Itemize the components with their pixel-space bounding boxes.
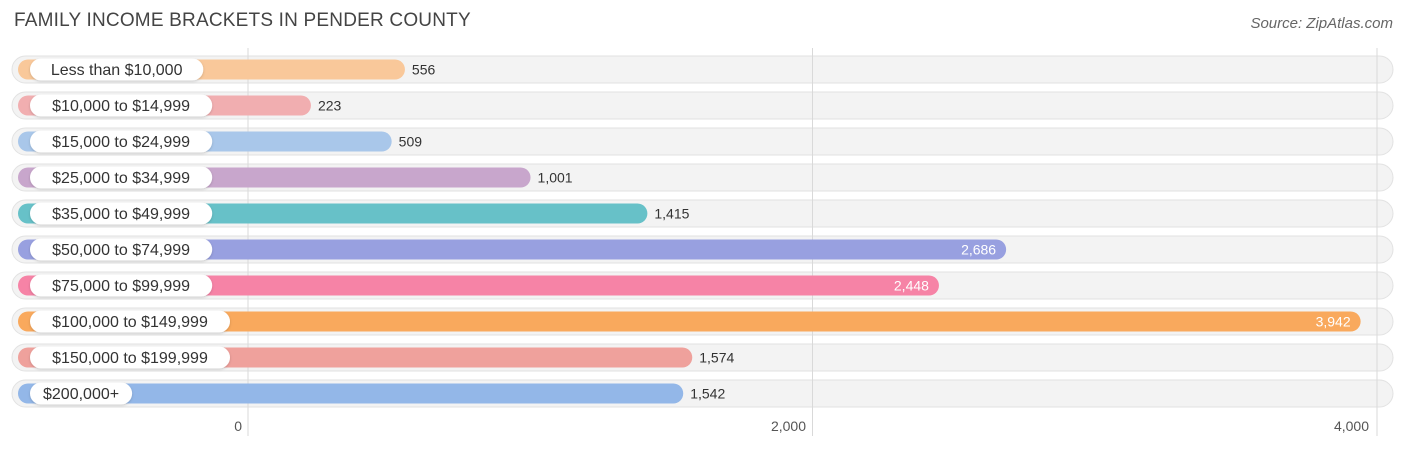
category-label: $15,000 to $24,999 — [52, 134, 190, 151]
category-label: $35,000 to $49,999 — [52, 206, 190, 223]
value-label: 223 — [318, 98, 342, 114]
x-tick-label: 4,000 — [1334, 418, 1369, 434]
category-label: $10,000 to $14,999 — [52, 98, 190, 115]
row-background — [11, 91, 1394, 120]
category-pill — [30, 166, 213, 189]
value-label: 556 — [412, 62, 436, 78]
bar — [18, 239, 1007, 260]
value-label: 2,686 — [961, 242, 996, 258]
bar — [18, 311, 1361, 332]
category-pill — [30, 238, 213, 261]
bar — [18, 383, 684, 404]
category-label: $50,000 to $74,999 — [52, 242, 190, 259]
value-label: 509 — [399, 134, 423, 150]
value-label: 1,001 — [538, 170, 573, 186]
category-label: $75,000 to $99,999 — [52, 278, 190, 295]
category-pill — [30, 202, 213, 225]
category-pill — [30, 130, 213, 153]
category-label: $150,000 to $199,999 — [52, 350, 208, 367]
x-tick-label: 0 — [234, 418, 242, 434]
category-pill — [30, 382, 133, 405]
category-pill — [30, 94, 213, 117]
category-pill — [30, 346, 230, 369]
value-label: 2,448 — [894, 278, 929, 294]
x-tick-label: 2,000 — [771, 418, 806, 434]
value-label: 1,574 — [699, 350, 734, 366]
category-label: $25,000 to $34,999 — [52, 170, 190, 187]
category-pill — [30, 58, 204, 81]
category-pill — [30, 310, 230, 333]
category-pill — [30, 274, 213, 297]
chart-title: FAMILY INCOME BRACKETS IN PENDER COUNTY — [14, 10, 471, 31]
category-label: $100,000 to $149,999 — [52, 314, 208, 331]
value-label: 3,942 — [1316, 314, 1351, 330]
value-label: 1,415 — [654, 206, 689, 222]
category-label: $200,000+ — [43, 386, 119, 403]
category-label: Less than $10,000 — [51, 62, 183, 79]
bar — [18, 275, 939, 296]
source-credit: Source: ZipAtlas.com — [1250, 15, 1393, 32]
value-label: 1,542 — [690, 386, 725, 402]
